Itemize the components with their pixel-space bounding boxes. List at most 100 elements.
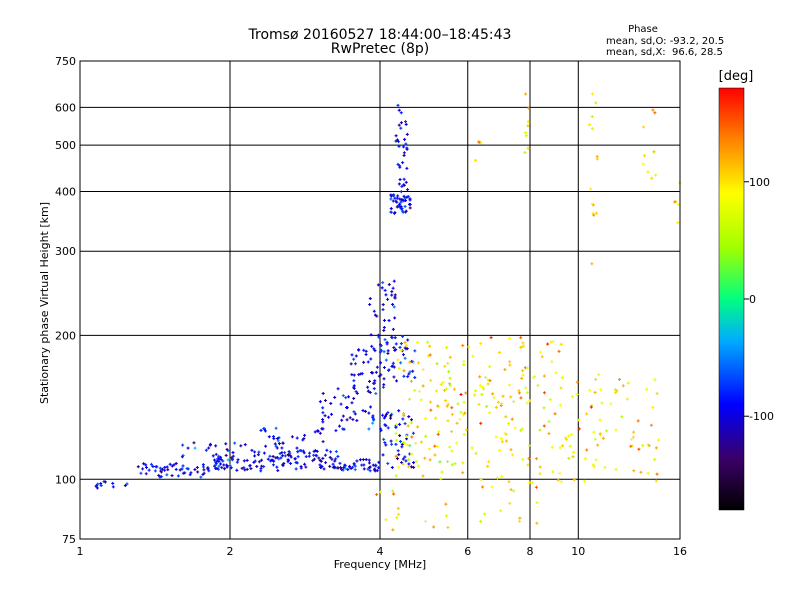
scatter-point-x-mode [609, 402, 613, 406]
scatter-point-x-mode [495, 476, 499, 480]
scatter-point-o-mode [147, 468, 151, 472]
scatter-point-o-mode [349, 362, 353, 366]
scatter-point-x-mode [435, 362, 439, 366]
scatter-point-o-mode [362, 467, 366, 471]
scatter-point-x-mode [448, 355, 452, 359]
scatter-point-o-mode [390, 290, 394, 294]
scatter-point-x-mode [415, 340, 419, 344]
scatter-point-x-mode [547, 432, 551, 436]
scatter-point-x-mode [632, 430, 636, 434]
x-tick-label: 8 [527, 545, 534, 558]
scatter-point-x-mode [521, 373, 525, 377]
scatter-point-x-mode [558, 471, 562, 475]
phase-stats-heading: Phase [628, 24, 658, 35]
scatter-point-x-mode [526, 120, 530, 124]
scatter-point-o-mode [289, 461, 293, 465]
colorbar-tick-label: 100 [749, 176, 770, 189]
scatter-point-o-mode [199, 475, 203, 479]
scatter-point-o-mode [403, 455, 407, 459]
scatter-point-x-mode [384, 518, 388, 522]
scatter-point-o-mode [111, 481, 115, 485]
scatter-point-x-mode [654, 479, 658, 483]
scatter-point-o-mode [396, 138, 400, 142]
scatter-point-o-mode [99, 484, 103, 488]
scatter-point-x-mode [407, 458, 411, 462]
scatter-point-o-mode [262, 451, 266, 455]
scatter-point-x-mode [550, 360, 554, 364]
scatter-point-x-mode [626, 381, 630, 385]
scatter-point-o-mode [159, 470, 163, 474]
scatter-point-x-mode [553, 412, 557, 416]
scatter-point-o-mode [193, 446, 197, 450]
scatter-point-o-mode [249, 467, 253, 471]
y-axis-label: Stationary phase Virtual Height [km] [38, 202, 51, 404]
scatter-point-o-mode [277, 457, 281, 461]
scatter-point-o-mode [367, 427, 371, 431]
scatter-point-o-mode [396, 162, 400, 166]
scatter-point-x-mode [654, 446, 658, 450]
scatter-point-x-mode [483, 512, 487, 516]
scatter-point-o-mode [401, 457, 405, 461]
scatter-point-x-mode [641, 444, 645, 448]
scatter-point-x-mode [405, 434, 409, 438]
scatter-point-x-mode [655, 472, 659, 476]
scatter-point-o-mode [214, 444, 218, 448]
scatter-point-x-mode [630, 437, 634, 441]
scatter-point-o-mode [389, 210, 393, 214]
scatter-point-x-mode [589, 405, 593, 409]
x-axis-ticks: 1 2 4 6 8 10 16 [77, 545, 688, 558]
scatter-point-o-mode [366, 360, 370, 364]
scatter-point-o-mode [174, 461, 178, 465]
scatter-point-x-mode [455, 421, 459, 425]
colorbar-tick-label: -100 [749, 410, 774, 423]
scatter-point-x-mode [396, 506, 400, 510]
scatter-point-x-mode [614, 428, 618, 432]
scatter-point-o-mode [314, 453, 318, 457]
scatter-point-o-mode [411, 369, 415, 373]
scatter-point-o-mode [408, 370, 412, 374]
scatter-point-o-mode [330, 457, 334, 461]
scatter-point-o-mode [382, 328, 386, 332]
scatter-point-x-mode [446, 460, 450, 464]
scatter-point-o-mode [181, 464, 185, 468]
scatter-point-x-mode [594, 377, 598, 381]
scatter-point-o-mode [315, 449, 319, 453]
scatter-point-x-mode [526, 463, 530, 467]
scatter-point-o-mode [202, 468, 206, 472]
scatter-point-x-mode [601, 436, 605, 440]
scatter-point-x-mode [559, 386, 563, 390]
scatter-point-o-mode [295, 436, 299, 440]
scatter-point-o-mode [325, 448, 329, 452]
scatter-point-o-mode [338, 461, 342, 465]
scatter-point-o-mode [373, 349, 377, 353]
scatter-point-x-mode [531, 375, 535, 379]
scatter-point-x-mode [445, 387, 449, 391]
scatter-point-x-mode [598, 432, 602, 436]
scatter-point-o-mode [250, 448, 254, 452]
scatter-point-x-mode [512, 489, 516, 493]
scatter-point-x-mode [479, 421, 483, 425]
scatter-point-x-mode [423, 456, 427, 460]
scatter-point-x-mode [417, 361, 421, 365]
scatter-point-x-mode [592, 465, 596, 469]
scatter-point-x-mode [479, 341, 483, 345]
scatter-point-o-mode [399, 121, 403, 125]
scatter-point-o-mode [354, 354, 358, 358]
scatter-point-o-mode [381, 453, 385, 457]
scatter-point-o-mode [402, 199, 406, 203]
scatter-point-o-mode [372, 387, 376, 391]
scatter-point-x-mode [550, 445, 554, 449]
scatter-point-x-mode [498, 449, 502, 453]
scatter-point-o-mode [346, 468, 350, 472]
scatter-point-x-mode [507, 383, 511, 387]
y-tick-label: 750 [55, 55, 76, 68]
scatter-point-x-mode [499, 509, 503, 513]
scatter-point-x-mode [444, 514, 448, 518]
scatter-point-x-mode [436, 404, 440, 408]
scatter-point-o-mode [400, 445, 404, 449]
scatter-point-o-mode [391, 286, 395, 290]
scatter-point-x-mode [524, 386, 528, 390]
scatter-point-x-mode [402, 414, 406, 418]
scatter-point-o-mode [392, 305, 396, 309]
scatter-point-o-mode [392, 193, 396, 197]
